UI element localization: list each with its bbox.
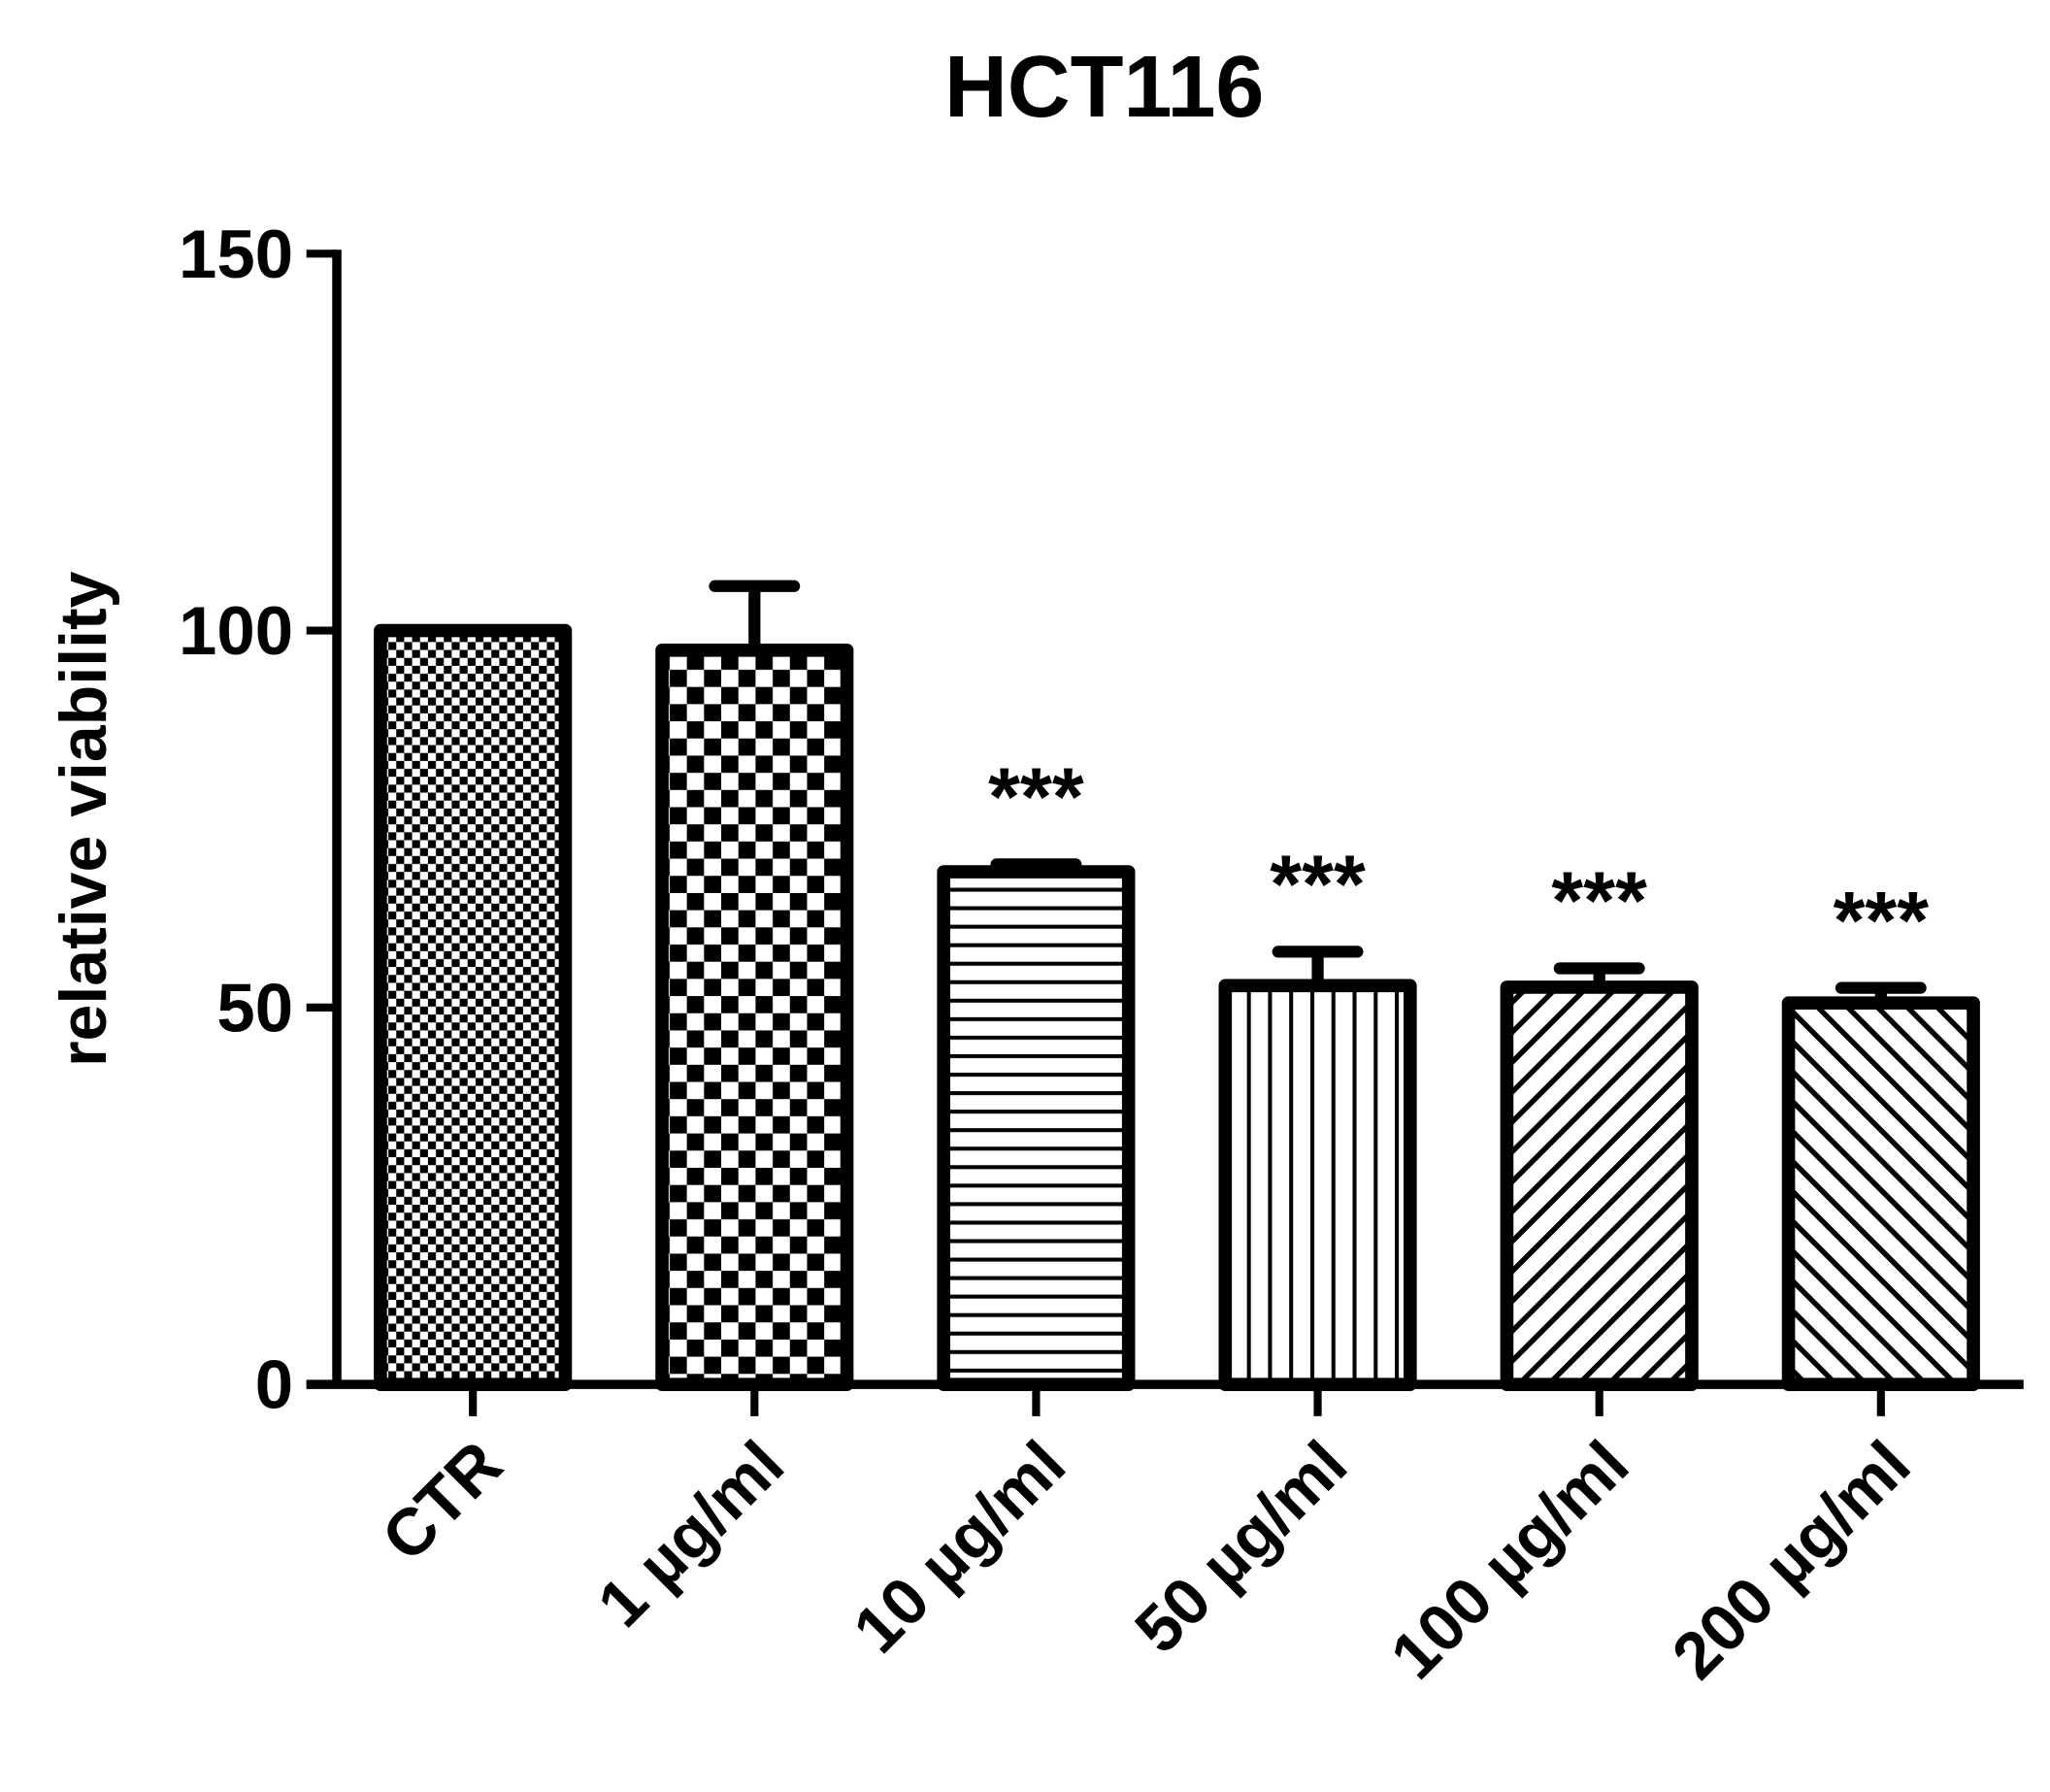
y-tick-label: 0: [255, 1346, 293, 1423]
bar: [1218, 979, 1417, 1391]
significance-label: ***: [1834, 875, 1930, 966]
x-tick-label: 50 µg/ml: [1121, 1427, 1361, 1667]
chart-title: HCT116: [944, 39, 1264, 136]
x-tick-label: CTR: [368, 1427, 516, 1576]
significance-label: ***: [1551, 855, 1647, 946]
x-tick-label: 200 µg/ml: [1658, 1427, 1924, 1693]
x-tick-label: 10 µg/ml: [840, 1427, 1079, 1667]
bar: [374, 623, 573, 1391]
y-tick-label: 50: [216, 969, 293, 1045]
y-axis-label: relative viability: [47, 571, 120, 1067]
significance-label: ***: [988, 751, 1084, 843]
x-tick-label: 100 µg/ml: [1376, 1427, 1642, 1693]
bar: [655, 643, 854, 1391]
x-tick-label: 1 µg/ml: [583, 1427, 797, 1641]
significance-label: ***: [1270, 839, 1366, 930]
bar: [1500, 980, 1699, 1391]
bar: [1781, 996, 1980, 1391]
bar: [937, 865, 1136, 1391]
y-tick-label: 150: [179, 216, 293, 292]
y-tick-label: 100: [179, 592, 293, 669]
